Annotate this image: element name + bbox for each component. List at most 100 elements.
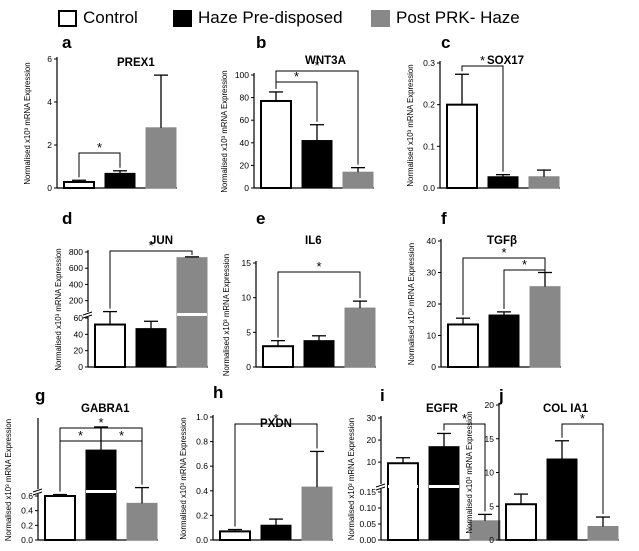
y-axis-label: Normalised x10³ mRNA Expression	[406, 64, 415, 186]
y-tick-label: 0.2	[423, 100, 435, 110]
panel-title: COL IA1	[543, 403, 589, 415]
panel-letter: d	[62, 209, 72, 228]
legend-swatch-haze	[173, 9, 192, 27]
bar	[301, 140, 333, 189]
y-tick-label: 20	[367, 435, 377, 445]
y-tick-label: 15	[485, 434, 495, 444]
y-axis-label: Normalised x10³ mRNA Expression	[222, 254, 231, 376]
bar	[529, 286, 561, 368]
bar	[94, 323, 126, 368]
bar	[104, 172, 136, 189]
legend-item-control: Control	[58, 6, 138, 30]
significance-bracket	[109, 250, 193, 309]
y-tick-label: 0.4	[196, 486, 208, 496]
y-tick-label: 0	[489, 535, 494, 545]
y-tick-label: 0.0	[423, 183, 435, 193]
y-tick-label: 40	[427, 236, 437, 246]
y-tick-label: 200	[69, 296, 83, 306]
y-tick-label: 20	[240, 160, 250, 170]
significance-bracket	[275, 70, 359, 165]
panel-a: a PREX1 0 2 4 6 Normalised x10³ mRNA Expressio…	[23, 33, 177, 193]
bar	[446, 103, 478, 189]
panel-title: PREX1	[117, 57, 155, 69]
legend-label-haze: Haze Pre-disposed	[198, 8, 343, 27]
axis-break-mark	[32, 488, 43, 493]
y-tick-label: 20	[427, 299, 437, 309]
panel-i: i EGFR 0.00 0.05 0.10 0.15 10 20 30 Normalised x1…	[347, 386, 501, 545]
y-tick-label: 100	[235, 70, 249, 80]
bar-break-band	[86, 490, 116, 493]
significance-star: *	[316, 259, 321, 274]
legend-label-control: Control	[83, 8, 138, 27]
panel-title: WNT3A	[305, 55, 346, 67]
legend-swatch-control	[58, 9, 77, 27]
bar	[487, 176, 519, 189]
significance-bracket	[100, 440, 143, 485]
significance-star: *	[294, 69, 299, 84]
y-tick-label: 80	[240, 93, 250, 103]
y-tick-label: 0.2	[196, 510, 208, 520]
y-tick-label: 6	[47, 54, 52, 64]
bar	[546, 458, 578, 541]
panel-title: SOX17	[487, 55, 524, 67]
axis-break-mark	[82, 311, 93, 316]
bar	[303, 340, 335, 368]
significance-star: *	[580, 411, 585, 426]
y-axis-label: Normalised x10³ mRNA Expression	[54, 248, 63, 370]
legend-item-haze: Haze Pre-disposed	[173, 6, 343, 30]
y-tick-label: 1.0	[196, 412, 208, 422]
panel-title: IL6	[305, 235, 322, 247]
significance-star: *	[273, 411, 278, 426]
significance-star: *	[148, 238, 153, 253]
panel-e: e IL6 0 5 10 15 Normalised x10³ mRNA Expressio…	[222, 209, 376, 376]
panel-letter: i	[380, 386, 385, 405]
y-tick-label: 10	[367, 457, 377, 467]
bar	[505, 503, 537, 542]
y-tick-label: 30	[427, 268, 437, 278]
y-tick-label: 0	[431, 362, 436, 372]
y-tick-label: 0.4	[21, 506, 33, 516]
y-tick-label: 0.15	[359, 487, 376, 497]
significance-bracket	[462, 257, 546, 316]
y-tick-label: 600	[69, 263, 83, 273]
y-tick-label: 0	[47, 183, 52, 193]
axis-break-mark	[82, 314, 93, 319]
y-tick-label: 0	[244, 183, 249, 193]
significance-star: *	[501, 245, 506, 260]
panel-b: b WNT3A 0 20 40 60 80 100 Normalised x10³ mRNA E…	[220, 33, 374, 193]
significance-star: *	[462, 411, 467, 426]
bar	[260, 99, 292, 189]
significance-bracket	[443, 423, 486, 512]
bar	[387, 462, 419, 542]
legend-label-post: Post PRK- Haze	[396, 8, 520, 27]
bar-break-band	[177, 313, 207, 316]
bar	[262, 345, 294, 369]
panel-letter: h	[213, 383, 223, 402]
axis-break-mark	[375, 486, 386, 491]
bar	[469, 520, 501, 541]
y-tick-label: 0.2	[21, 520, 33, 530]
y-tick-label: 20	[74, 346, 84, 356]
significance-star: *	[119, 428, 124, 443]
significance-bracket	[78, 152, 121, 178]
y-tick-label: 0.3	[423, 58, 435, 68]
y-tick-label: 0.05	[359, 519, 376, 529]
y-tick-label: 0.6	[196, 461, 208, 471]
y-tick-label: 4	[47, 97, 52, 107]
significance-bracket	[277, 271, 361, 338]
bar	[176, 257, 208, 368]
significance-star: *	[522, 257, 527, 272]
axis-break-mark	[32, 491, 43, 496]
panel-d: d JUN 0 20 40 60 200 400 600 800 Normalised x10³ m…	[54, 209, 208, 372]
panel-g: g GABRA1 0.0 0.2 0.4 0.6 Normalised x10³ mRNA …	[4, 386, 158, 545]
panel-f: f TGFβ 0 10 20 30 40 Normalised x10³ mRNA Expre…	[407, 209, 561, 372]
axis-break-gap	[83, 312, 93, 317]
y-tick-label: 0	[78, 362, 83, 372]
legend-item-post: Post PRK- Haze	[371, 6, 520, 30]
bar	[447, 323, 479, 369]
panel-letter: c	[441, 33, 450, 52]
significance-bracket	[234, 423, 318, 527]
significance-bracket	[461, 65, 504, 172]
significance-star: *	[78, 428, 83, 443]
